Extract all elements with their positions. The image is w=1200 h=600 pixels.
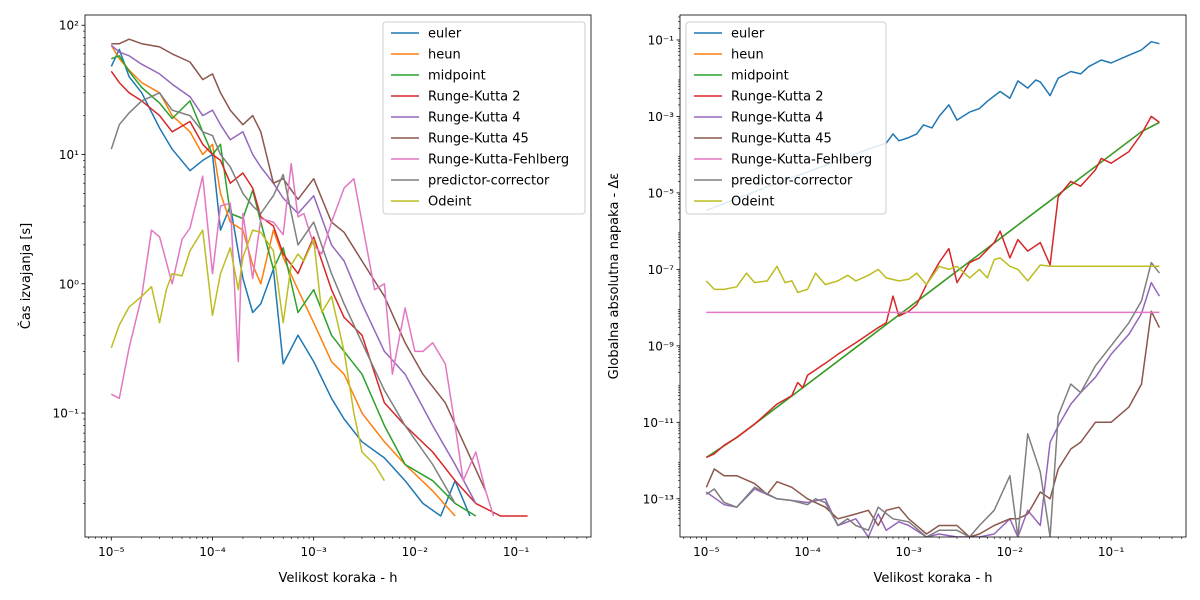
chart-2: 10⁻⁵ 10⁻⁴ 10⁻³ 10⁻² 10⁻¹ 10⁻¹³ 10⁻¹¹ 10⁻⁹ 10⁻⁷ 10… [607, 14, 1187, 586]
x-tick-label: 10⁻⁴ [794, 545, 821, 559]
x-tick-label: 10⁻¹ [503, 545, 530, 559]
y-axis-label: Čas izvajanja [s] [18, 223, 34, 330]
x-tick-label: 10⁻⁴ [199, 545, 226, 559]
y-tick-label: 10⁻⁵ [648, 186, 675, 200]
legend-label: midpoint [731, 69, 789, 84]
series-line-midpoint [111, 55, 477, 517]
series-line-predictor-corrector [705, 261, 1160, 537]
x-tick-label: 10⁻³ [300, 545, 327, 559]
y-tick-label: 10¹ [59, 148, 79, 162]
series-line-runge-kutta-4 [110, 44, 477, 504]
y-tick-label: 10⁻¹ [648, 33, 675, 47]
series-line-runge-kutta-2 [705, 115, 1160, 459]
series-line-runge-kutta-2 [110, 70, 528, 517]
x-tick-label: 10⁻⁵ [98, 545, 125, 559]
legend-label: Runge-Kutta 2 [428, 90, 521, 105]
chart-1: 10⁻⁵ 10⁻⁴ 10⁻³ 10⁻² 10⁻¹ 10⁻¹ 10⁰ 10¹ 10² Velikos… [18, 14, 592, 586]
series-line-odeint [110, 229, 386, 482]
legend-label: Runge-Kutta 2 [731, 90, 824, 105]
legend-label: predictor-corrector [731, 174, 853, 189]
legend-label: midpoint [428, 69, 486, 84]
legend: euler heun midpoint Runge-Kutta 2 Runge-Kutt… [685, 21, 887, 215]
legend-label: euler [428, 27, 462, 42]
y-tick-label: 10² [59, 19, 79, 33]
y-tick-label: 10⁰ [59, 277, 79, 291]
y-tick-label: 10⁻¹¹ [643, 416, 674, 430]
legend-box [685, 21, 887, 215]
legend-label: Odeint [731, 195, 774, 210]
series-line-runge-kutta-4 [705, 281, 1161, 537]
y-tick-label: 10⁻³ [648, 110, 675, 124]
series-line-runge-kutta-45 [111, 38, 487, 492]
plot-frame [679, 14, 1187, 538]
legend-label: Runge-Kutta 4 [731, 111, 824, 126]
plot-frame [84, 14, 592, 538]
series-line-predictor-corrector [110, 92, 456, 504]
legend-label: heun [731, 48, 764, 63]
y-tick-label: 10⁻⁹ [648, 339, 675, 353]
legend-box [382, 21, 586, 215]
x-tick-label: 10⁻¹ [1098, 545, 1125, 559]
legend-label: heun [428, 48, 461, 63]
legend-label: Runge-Kutta 45 [428, 132, 529, 147]
series-line-midpoint [705, 121, 1160, 459]
legend-label: Runge-Kutta-Fehlberg [731, 153, 872, 168]
x-axis-label: Velikost koraka - h [874, 571, 993, 586]
legend-label: predictor-corrector [428, 174, 550, 189]
series-line-odeint [705, 257, 1160, 294]
legend-label: Runge-Kutta-Fehlberg [428, 153, 569, 168]
legend: euler heun midpoint Runge-Kutta 2 Runge-Kutt… [382, 21, 586, 215]
y-tick-label: 10⁻¹ [53, 407, 80, 421]
x-axis-label: Velikost koraka - h [279, 571, 398, 586]
series-line-runge-kutta-45 [705, 310, 1161, 537]
x-tick-label: 10⁻³ [895, 545, 922, 559]
legend-label: Odeint [428, 195, 471, 210]
x-tick-label: 10⁻² [402, 545, 429, 559]
y-tick-label: 10⁻⁷ [648, 263, 675, 277]
y-axis-label: Globalna absolutna napaka - Δε [607, 173, 622, 380]
series-line-runge-kutta-fehlberg [110, 162, 495, 517]
legend-label: euler [731, 27, 765, 42]
legend-label: Runge-Kutta 4 [428, 111, 521, 126]
x-tick-label: 10⁻² [997, 545, 1024, 559]
series-line-euler [110, 48, 471, 517]
legend-label: Runge-Kutta 45 [731, 132, 832, 147]
x-tick-label: 10⁻⁵ [693, 545, 720, 559]
y-tick-label: 10⁻¹³ [643, 492, 674, 506]
